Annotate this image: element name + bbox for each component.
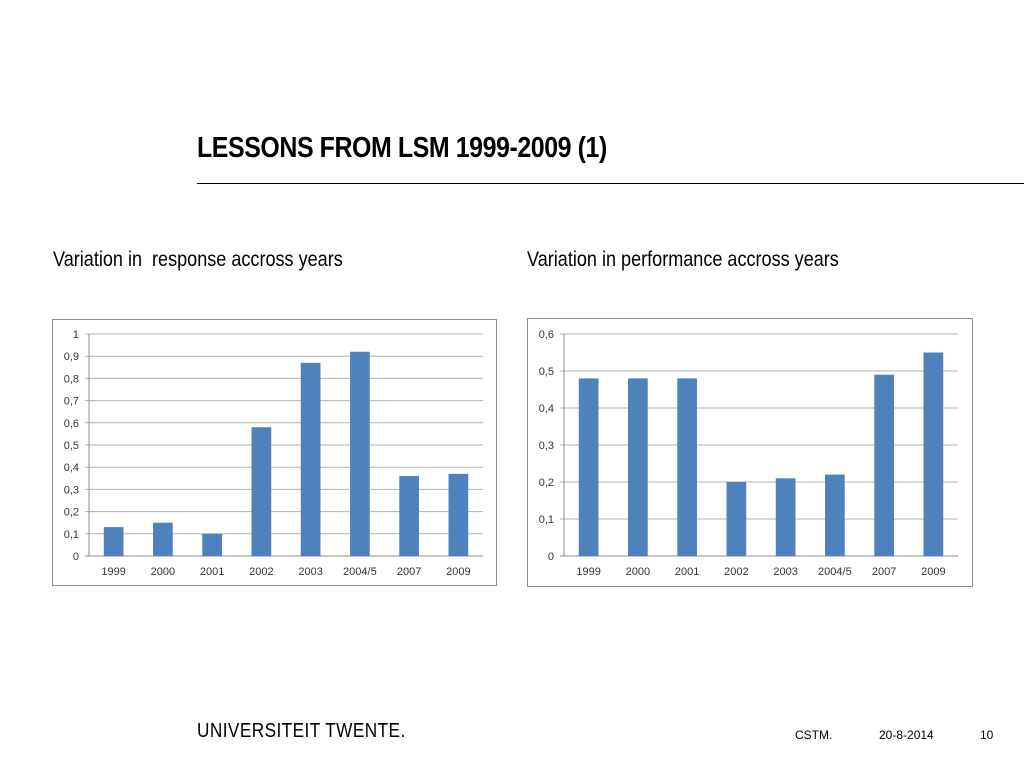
y-tick-label: 0,6 — [539, 329, 554, 341]
y-tick-label: 0,5 — [64, 440, 79, 452]
bar-2009 — [448, 473, 469, 556]
y-tick-label: 0,8 — [64, 373, 79, 385]
y-tick-label: 0,3 — [539, 440, 554, 452]
performance-chart: 0 0,1 0,2 0,3 0,4 0,5 0,6 1999 2000 2001 2002 2003 2… — [527, 318, 973, 587]
x-tick-label: 2004/5 — [818, 566, 852, 578]
x-tick-label: 2000 — [626, 566, 650, 578]
x-tick-label: 2007 — [872, 566, 896, 578]
bar-2004/5 — [350, 351, 370, 556]
bar-2001 — [677, 378, 697, 556]
y-tick-label: 1 — [73, 329, 79, 341]
slide-title: LESSONS FROM LSM 1999-2009 (1) — [197, 132, 607, 164]
bar-2004/5 — [825, 474, 845, 556]
bar-2009 — [923, 352, 944, 556]
footer-org: CSTM. — [795, 728, 833, 742]
x-tick-label: 2007 — [397, 566, 421, 578]
bar-2002 — [251, 427, 272, 556]
y-tick-label: 0,7 — [64, 396, 79, 408]
page-number: 10 — [980, 728, 994, 742]
y-tick-label: 0,1 — [64, 529, 79, 541]
y-tick-label: 0,4 — [64, 462, 79, 474]
bar-2000 — [153, 522, 173, 556]
y-tick-label: 0,6 — [64, 418, 79, 430]
y-tick-label: 0,2 — [539, 477, 554, 489]
x-tick-label: 2004/5 — [343, 566, 377, 578]
footer-date: 20-8-2014 — [879, 728, 934, 742]
response-chart-caption: Variation in response accross years — [53, 248, 343, 271]
x-tick-label: 1999 — [576, 566, 600, 578]
performance-chart-plot: 0 0,1 0,2 0,3 0,4 0,5 0,6 1999 2000 2001 2002 2003 2… — [539, 329, 958, 578]
x-tick-label: 2000 — [151, 566, 175, 578]
x-tick-label: 1999 — [101, 566, 125, 578]
x-tick-label: 2009 — [921, 566, 945, 578]
x-tick-label: 2003 — [773, 566, 797, 578]
bar-2003 — [300, 362, 321, 556]
university-logo: UNIVERSITEIT TWENTE. — [197, 720, 406, 742]
bar-2003 — [775, 478, 796, 556]
y-tick-label: 0,4 — [539, 403, 554, 415]
x-tick-label: 2001 — [675, 566, 699, 578]
bar-1999 — [578, 378, 599, 556]
y-tick-label: 0,2 — [64, 507, 79, 519]
y-tick-label: 0,5 — [539, 366, 554, 378]
bar-2000 — [628, 378, 648, 556]
title-divider — [197, 183, 1024, 184]
x-tick-label: 2001 — [200, 566, 224, 578]
bar-1999 — [103, 527, 124, 556]
x-tick-label: 2002 — [724, 566, 748, 578]
y-tick-label: 0 — [73, 551, 79, 563]
response-chart: 0 0,1 0,2 0,3 0,4 0,5 0,6 0,7 0,8 0,9 1 1999 2000 200… — [52, 319, 497, 586]
response-chart-plot: 0 0,1 0,2 0,3 0,4 0,5 0,6 0,7 0,8 0,9 1 1999 2000 200… — [64, 329, 483, 578]
performance-chart-caption: Variation in performance accross years — [527, 248, 839, 271]
y-tick-label: 0,3 — [64, 484, 79, 496]
y-tick-label: 0 — [548, 551, 554, 563]
bar-2007 — [399, 476, 419, 556]
x-tick-label: 2003 — [298, 566, 322, 578]
y-tick-label: 0,9 — [64, 351, 79, 363]
bar-2002 — [726, 482, 747, 556]
y-tick-label: 0,1 — [539, 514, 554, 526]
x-tick-label: 2002 — [249, 566, 273, 578]
bar-2001 — [202, 533, 222, 556]
bar-2007 — [874, 374, 894, 556]
x-tick-label: 2009 — [446, 566, 470, 578]
